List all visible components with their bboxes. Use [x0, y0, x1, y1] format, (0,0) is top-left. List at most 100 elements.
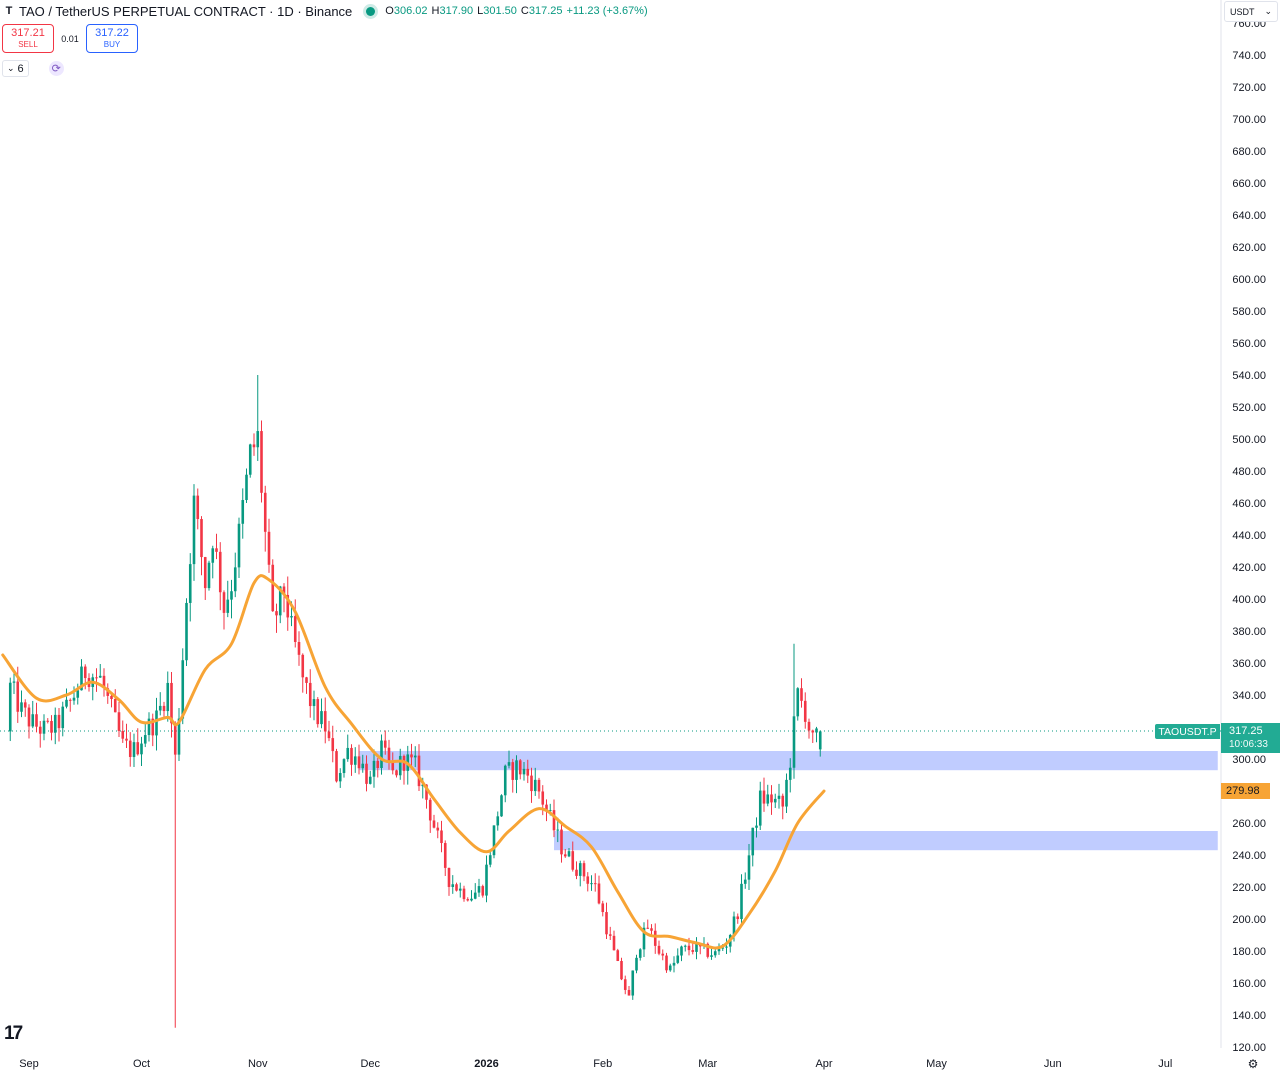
currency-select[interactable]: USDT ⌄	[1224, 1, 1278, 22]
candle	[282, 583, 286, 613]
candle	[803, 692, 807, 729]
candle	[395, 769, 398, 778]
candle	[815, 726, 818, 743]
candle	[770, 785, 773, 815]
chevron-down-icon: ⌄	[1264, 6, 1272, 16]
candle	[575, 861, 578, 880]
candle	[627, 985, 631, 996]
y-tick-label: 740.00	[1232, 50, 1266, 62]
candle	[222, 590, 226, 630]
candle	[192, 484, 196, 581]
candle	[166, 671, 170, 722]
candle	[410, 743, 413, 770]
candle	[466, 897, 470, 902]
candle	[170, 672, 173, 738]
trade-panel: 317.21 SELL 0.01 317.22 BUY	[2, 24, 138, 53]
candle	[147, 712, 151, 742]
candle	[781, 793, 785, 820]
indicators-toggle[interactable]: ⌄ 6	[2, 60, 29, 77]
candle	[293, 599, 297, 648]
candle	[571, 841, 575, 872]
candle	[380, 734, 383, 775]
candle	[102, 668, 106, 697]
y-tick-label: 520.00	[1232, 402, 1266, 414]
ohlc-item: H317.90	[432, 5, 474, 17]
candle	[117, 701, 121, 738]
candle	[136, 728, 140, 756]
candle	[642, 922, 646, 958]
candle	[511, 758, 515, 793]
candle	[616, 948, 620, 962]
y-tick-label: 700.00	[1232, 114, 1266, 126]
candle	[46, 718, 50, 724]
candle	[650, 924, 653, 935]
candle	[470, 890, 473, 902]
sync-icon[interactable]: ⟳	[48, 61, 64, 76]
candle	[372, 749, 376, 788]
candle	[743, 872, 747, 889]
candle	[357, 744, 361, 775]
y-tick-label: 340.00	[1232, 690, 1266, 702]
gear-icon[interactable]: ⚙	[1247, 1057, 1259, 1071]
y-tick-label: 160.00	[1232, 978, 1266, 990]
candle	[496, 811, 500, 831]
candle	[661, 949, 665, 961]
x-tick-label: Apr	[815, 1058, 832, 1070]
buy-button[interactable]: 317.22 BUY	[86, 24, 138, 53]
candle	[50, 715, 53, 741]
y-tick-label: 620.00	[1232, 242, 1266, 254]
y-tick-label: 400.00	[1232, 594, 1266, 606]
candle	[211, 545, 215, 579]
ohlc-item: C317.25	[521, 5, 563, 17]
candle	[638, 948, 642, 961]
candle	[297, 631, 301, 666]
spread-value: 0.01	[61, 33, 79, 44]
ohlc-key: O	[385, 5, 394, 17]
candle	[95, 668, 98, 692]
x-tick-label: Jul	[1158, 1058, 1172, 1070]
ohlc-item: +11.23 (+3.67%)	[567, 5, 648, 17]
ohlc-values: O306.02 H317.90 L301.50 C317.25 +11.23 (+3.6…	[385, 5, 647, 17]
support-zone[interactable]	[359, 751, 1218, 771]
candle	[766, 784, 770, 807]
tradingview-logo-icon[interactable]: 17	[4, 1023, 23, 1044]
candle	[57, 708, 61, 742]
x-tick-label: Sep	[19, 1058, 39, 1070]
ohlc-key: L	[477, 5, 484, 17]
candle	[458, 882, 462, 898]
candle	[361, 754, 365, 773]
candle	[477, 878, 481, 897]
indicator-count: 6	[17, 62, 24, 75]
candle	[8, 677, 12, 742]
candle	[42, 714, 46, 741]
y-tick-label: 640.00	[1232, 210, 1266, 222]
candle	[537, 777, 541, 799]
sell-price: 317.21	[11, 26, 45, 39]
support-zone[interactable]	[554, 831, 1218, 851]
candle	[601, 900, 605, 917]
ohlc-value: +11.23 (+3.67%)	[566, 5, 648, 17]
candle	[492, 825, 496, 859]
candle	[252, 433, 256, 456]
candle	[481, 884, 485, 898]
y-tick-label: 560.00	[1232, 338, 1266, 350]
x-tick-label: 2026	[474, 1058, 498, 1070]
candle	[308, 669, 312, 718]
candle	[188, 553, 192, 622]
candle	[556, 817, 560, 843]
candle	[695, 937, 698, 960]
candle	[672, 956, 676, 973]
candle	[207, 560, 211, 591]
candle	[623, 975, 627, 995]
x-tick-label: Jun	[1044, 1058, 1062, 1070]
y-tick-label: 360.00	[1232, 658, 1266, 670]
candle	[443, 840, 447, 876]
candle	[248, 443, 252, 478]
candle	[245, 468, 248, 504]
candle	[312, 690, 316, 721]
symbol-title[interactable]: TAO / TetherUS PERPETUAL CONTRACT · 1D ·…	[19, 3, 353, 19]
candle	[196, 488, 200, 530]
sell-button[interactable]: 317.21 SELL	[2, 24, 54, 53]
y-tick-label: 300.00	[1232, 754, 1266, 766]
